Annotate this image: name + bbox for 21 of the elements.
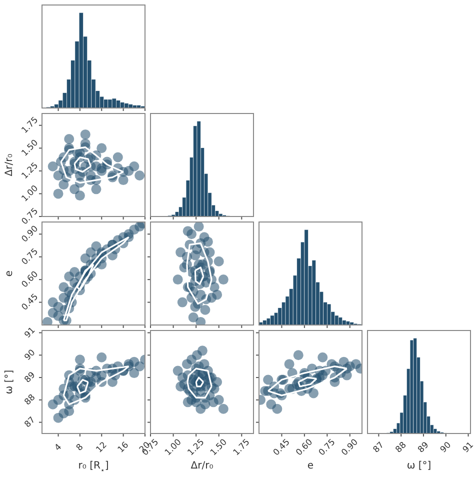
- x-tick-label: 88: [394, 440, 409, 456]
- y-tick-label: 91: [22, 326, 38, 340]
- x-axis-title: r₀ [R$_{⋆}$]: [78, 460, 109, 474]
- x-tick-label: 8: [74, 442, 86, 454]
- y-tick-label: 89: [22, 370, 38, 386]
- y-axis-title: ω [°]: [4, 370, 15, 394]
- y-axis-title: e: [4, 270, 15, 277]
- x-axis-title: e: [307, 460, 314, 472]
- x-tick-label: 89: [416, 440, 432, 456]
- x-tick-label: 12: [94, 440, 110, 456]
- y-tick-label: 90: [22, 348, 38, 363]
- y-tick-label: 87: [22, 415, 38, 430]
- x-axis-title: ω [°]: [406, 460, 432, 472]
- x-tick-label: 16: [116, 440, 131, 456]
- y-axis-title: Δr/r₀: [4, 154, 15, 176]
- x-tick-label: 4: [53, 442, 64, 454]
- x-tick-label: 90: [438, 440, 454, 456]
- y-tick-label: 88: [22, 392, 38, 408]
- x-tick-label: 91: [461, 440, 475, 456]
- x-tick-label: 87: [372, 440, 386, 456]
- x-axis-title: Δr/r₀: [190, 460, 214, 472]
